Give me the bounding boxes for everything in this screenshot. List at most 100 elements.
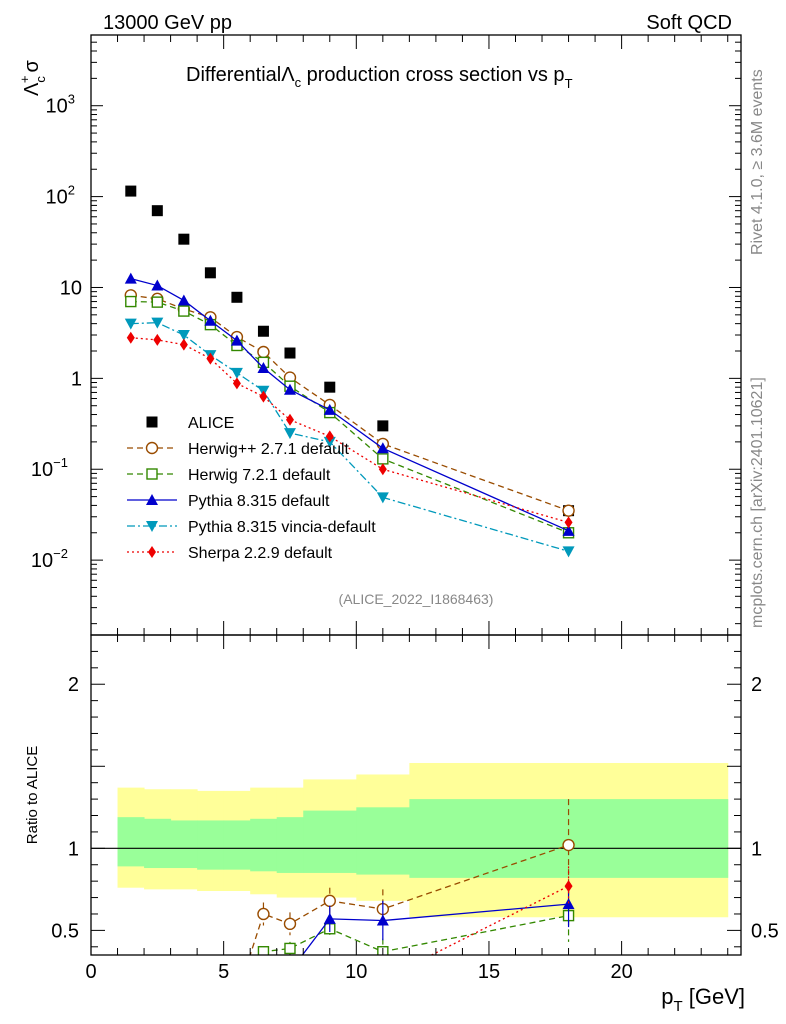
ratio-band-inner <box>356 807 410 875</box>
ratio-series-3 <box>301 881 575 955</box>
data-point <box>377 453 389 465</box>
legend-item-4: Pythia 8.315 vincia-default <box>127 519 376 536</box>
plot-title-lambda-sub: c <box>295 75 302 90</box>
ratio-series-5 <box>430 866 573 955</box>
top-y-tick-base: 10 <box>60 277 82 299</box>
data-point <box>151 296 164 308</box>
data-point <box>283 428 296 440</box>
data-point <box>153 333 162 346</box>
data-point <box>206 352 215 365</box>
data-point <box>257 345 270 359</box>
data-point <box>178 233 190 245</box>
data-point <box>125 295 137 308</box>
top-y-tick-exp: 2 <box>68 183 75 198</box>
mcplots-label: mcplots.cern.ch [arXiv:2401.10621] <box>749 377 766 628</box>
ratio-tick-label-right: 2 <box>751 674 762 696</box>
ratio-band-inner <box>170 820 198 869</box>
x-axis-label-main: p <box>661 984 673 1009</box>
ratio-band-inner <box>223 820 251 870</box>
ratio-line <box>249 844 569 955</box>
data-point <box>324 381 336 393</box>
analysis-tag: (ALICE_2022_I1868463) <box>339 591 494 607</box>
top-y-axis-label-lambda: Λ <box>21 82 43 96</box>
plot-title-sub: T <box>565 76 573 91</box>
series-line <box>130 322 569 552</box>
top-y-tick-base: 10 <box>31 550 53 572</box>
ratio-point <box>562 838 575 852</box>
legend-marker <box>146 494 158 505</box>
data-point <box>562 546 575 558</box>
ratio-point <box>376 914 389 926</box>
top-y-tick-label: 103 <box>46 92 75 118</box>
top-y-tick-exp: 3 <box>68 92 75 107</box>
top-y-tick-exp: −2 <box>53 546 68 561</box>
x-tick-label: 0 <box>85 961 96 983</box>
legend-label: Sherpa 2.2.9 default <box>188 545 333 562</box>
series-line <box>130 278 569 532</box>
ratio-tick-label-left: 2 <box>68 674 79 696</box>
ratio-point <box>257 907 270 921</box>
ratio-tick-label-left: 0.5 <box>51 920 79 942</box>
top-y-tick-label: 10−1 <box>31 455 68 481</box>
data-point <box>151 317 164 329</box>
x-axis-label: pT [GeV] <box>661 984 745 1015</box>
legend-item-1: Herwig++ 2.7.1 default <box>127 441 350 458</box>
ratio-point <box>564 880 573 893</box>
ratio-tick-label-left: 1 <box>68 838 79 860</box>
legend: ALICE Herwig++ 2.7.1 default Herwig 7.2.1 … <box>127 415 376 562</box>
plot-title-prefix: Differential <box>186 64 281 86</box>
ratio-panel-frame <box>90 634 742 956</box>
data-point <box>285 413 294 426</box>
top-series <box>124 185 575 558</box>
legend-marker <box>146 468 158 480</box>
data-point <box>151 279 164 291</box>
x-tick-label: 5 <box>218 961 229 983</box>
top-y-axis-label-sub: c <box>33 76 48 83</box>
top-y-tick-label: 102 <box>46 183 75 209</box>
top-y-axis-label: Λc+ σ <box>17 60 48 96</box>
data-point <box>125 185 137 197</box>
plot-title-suffix: production cross section vs p <box>301 64 564 86</box>
legend-item-0: ALICE <box>146 415 234 432</box>
series-4 <box>124 317 575 558</box>
ratio-point <box>323 912 336 924</box>
plot-title-lambda: Λ <box>281 64 295 86</box>
x-tick-label: 10 <box>345 961 367 983</box>
data-point <box>232 377 241 390</box>
data-point <box>124 318 137 330</box>
ratio-series <box>249 799 575 955</box>
x-axis-label-sub: T <box>673 998 682 1015</box>
data-point <box>257 362 270 374</box>
legend-marker <box>146 416 158 428</box>
data-point <box>283 383 296 395</box>
series-3 <box>124 272 575 536</box>
top-y-tick-label: 1 <box>71 368 82 390</box>
data-point <box>562 524 575 536</box>
top-y-axis-label-sup: + <box>17 76 32 84</box>
data-point <box>230 367 243 379</box>
ratio-band-inner <box>117 817 145 867</box>
data-point <box>124 272 137 284</box>
ratio-y-axis-label: Ratio to ALICE <box>24 746 41 844</box>
top-y-tick-base: 10 <box>46 96 68 118</box>
data-point <box>177 294 190 306</box>
ratio-tick-label-right: 0.5 <box>751 920 779 942</box>
x-axis-label-unit: [GeV] <box>683 984 745 1009</box>
header-energy: 13000 GeV pp <box>103 12 232 34</box>
top-y-tick-label: 10−2 <box>31 546 68 572</box>
data-point <box>377 420 389 432</box>
data-point <box>323 436 336 448</box>
ratio-band-inner <box>250 818 278 872</box>
ratio-band-inner <box>303 810 357 873</box>
data-point <box>284 347 296 359</box>
data-point <box>230 334 243 346</box>
legend-item-5: Sherpa 2.2.9 default <box>127 545 333 562</box>
data-point <box>376 442 389 454</box>
legend-label: Herwig++ 2.7.1 default <box>188 441 350 458</box>
legend-marker <box>145 441 159 455</box>
top-y-tick-label: 10 <box>60 277 82 299</box>
data-point <box>257 325 269 337</box>
plot-title: DifferentialΛc production cross section … <box>186 64 573 91</box>
top-y-tick-exp: −1 <box>53 455 68 470</box>
